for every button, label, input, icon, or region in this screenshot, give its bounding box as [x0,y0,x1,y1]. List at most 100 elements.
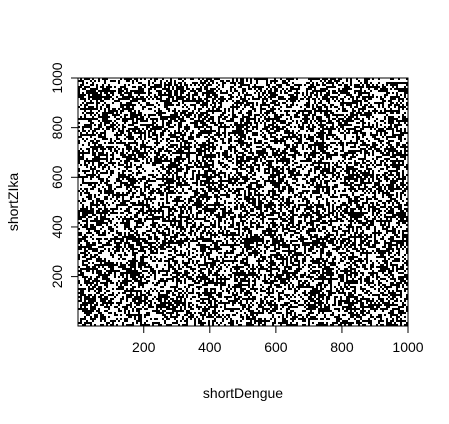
heatmap-cell [278,178,280,180]
heatmap-cell [86,90,88,92]
heatmap-cell [360,120,362,122]
heatmap-cell [398,120,400,122]
heatmap-cell [318,168,320,170]
heatmap-cell [398,178,400,180]
heatmap-cell [272,160,274,162]
heatmap-cell [282,180,284,182]
heatmap-cell [388,186,390,188]
heatmap-cell [404,116,406,118]
heatmap-cell [228,190,230,192]
heatmap-cell [238,86,240,88]
heatmap-cell [130,188,132,190]
heatmap-cell [108,94,110,96]
heatmap-cell [180,170,182,172]
heatmap-cell [122,128,124,130]
heatmap-cell [206,92,208,94]
heatmap-cell [210,130,212,132]
heatmap-cell [166,128,168,130]
heatmap-cell [306,164,308,166]
heatmap-cell [166,194,168,196]
heatmap-cell [312,138,314,140]
heatmap-cell [314,170,316,172]
heatmap-cell [164,82,166,84]
heatmap-cell [204,164,206,166]
heatmap-cell [134,160,136,162]
heatmap-cell [232,110,234,112]
heatmap-cell [248,88,250,90]
heatmap-cell [344,184,346,186]
heatmap-cell [374,110,376,112]
heatmap-cell [154,96,156,98]
heatmap-cell [402,116,404,118]
heatmap-cell [182,88,184,90]
heatmap-cell [200,104,202,106]
heatmap-cell [240,132,242,134]
heatmap-cell [378,156,380,158]
heatmap-cell [198,144,200,146]
heatmap-cell [142,96,144,98]
heatmap-cell [82,126,84,128]
heatmap-cell [116,180,118,182]
heatmap-cell [400,130,402,132]
heatmap-cell [218,184,220,186]
heatmap-cell [218,154,220,156]
heatmap-cell [292,96,294,98]
heatmap-cell [396,186,398,188]
heatmap-cell [398,186,400,188]
heatmap-cell [166,140,168,142]
heatmap-cell [368,192,370,194]
heatmap-cell [154,122,156,124]
heatmap-cell [110,146,112,148]
heatmap-cell [216,194,218,196]
heatmap-cell [390,98,392,100]
heatmap-cell [240,172,242,174]
heatmap-cell [310,138,312,140]
heatmap-cell [356,142,358,144]
heatmap-cell [240,166,242,168]
heatmap-cell [128,186,130,188]
heatmap-cell [190,122,192,124]
heatmap-cell [334,114,336,116]
heatmap-cell [98,160,100,162]
heatmap-cell [392,162,394,164]
heatmap-cell [208,100,210,102]
heatmap-cell [188,112,190,114]
heatmap-cell [310,92,312,94]
heatmap-cell [400,82,402,84]
heatmap-cell [320,118,322,120]
heatmap-cell [262,152,264,154]
heatmap-cell [370,90,372,92]
heatmap-cell [212,162,214,164]
heatmap-cell [160,90,162,92]
heatmap-cell [146,154,148,156]
heatmap-cell [238,138,240,140]
heatmap-cell [324,152,326,154]
heatmap-cell [264,170,266,172]
heatmap-cell [284,154,286,156]
heatmap-cell [138,98,140,100]
heatmap-cell [130,112,132,114]
heatmap-cell [272,86,274,88]
heatmap-cell [80,86,82,88]
heatmap-cell [220,106,222,108]
heatmap-cell [256,186,258,188]
heatmap-cell [294,100,296,102]
heatmap-cell [400,152,402,154]
heatmap-cell [344,130,346,132]
heatmap-cell [258,166,260,168]
heatmap-cell [84,134,86,136]
heatmap-cell [112,98,114,100]
heatmap-cell [260,146,262,148]
heatmap-cell [148,132,150,134]
heatmap-cell [128,92,130,94]
heatmap-cell [128,124,130,126]
heatmap-cell [172,88,174,90]
heatmap-cell [170,178,172,180]
heatmap-cell [330,80,332,82]
heatmap-cell [352,152,354,154]
heatmap-cell [344,120,346,122]
heatmap-cell [180,122,182,124]
heatmap-cell [192,100,194,102]
heatmap-cell [200,112,202,114]
heatmap-cell [248,160,250,162]
